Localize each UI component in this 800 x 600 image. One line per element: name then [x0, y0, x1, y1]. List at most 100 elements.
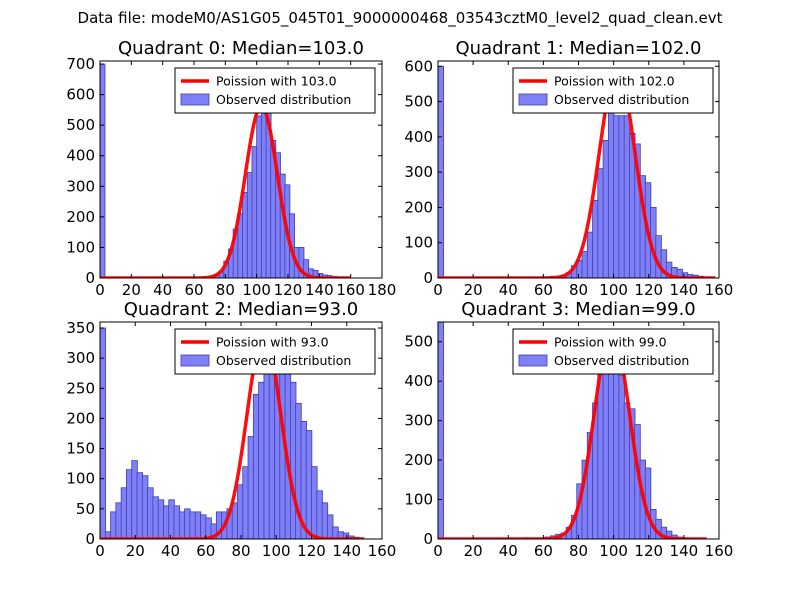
- x-tick-label: 120: [634, 542, 663, 560]
- quadrant-2-title: Quadrant 2: Median=93.0: [124, 299, 359, 320]
- x-tick-label: 100: [262, 542, 291, 560]
- histogram-bar: [246, 172, 253, 278]
- quadrant-2-legend: Poission with 93.0 Observed distribution: [174, 328, 376, 375]
- y-tick-label: 150: [66, 440, 95, 458]
- x-tick-label: 40: [499, 281, 518, 299]
- histogram-bar: [597, 168, 604, 278]
- y-tick-label: 300: [404, 412, 433, 430]
- histogram-bar: [147, 487, 154, 539]
- legend-bar-swatch: [518, 93, 548, 106]
- quadrant-1-panel: Quadrant 1: Median=102.0 0 20 40 60 80 100 120 1…: [404, 38, 733, 299]
- quadrant-3-title: Quadrant 3: Median=99.0: [461, 299, 696, 320]
- histogram-bar: [194, 511, 202, 539]
- x-tick-label: 20: [122, 281, 141, 299]
- y-tick-label: 100: [404, 234, 433, 252]
- histogram-bar: [115, 502, 122, 539]
- histogram-bar: [581, 251, 589, 278]
- x-tick-label: 0: [433, 542, 443, 560]
- y-tick-label: 400: [66, 147, 95, 165]
- y-tick-label: 0: [85, 530, 95, 548]
- histogram-bar: [178, 511, 186, 539]
- histogram-bar: [237, 484, 244, 539]
- x-tick-label: 100: [599, 281, 628, 299]
- x-tick-label: 0: [95, 542, 105, 560]
- histogram-bar: [120, 487, 128, 539]
- quadrant-2-bars: [100, 327, 360, 539]
- histogram-bar: [141, 475, 149, 539]
- histogram-bar: [311, 466, 318, 539]
- x-tick-label: 20: [126, 542, 145, 560]
- histogram-bar: [326, 514, 334, 539]
- x-tick-label: 180: [368, 281, 397, 299]
- quadrant-3-panel: Quadrant 3: Median=99.0 0 20 40 60 80 100 120 14…: [404, 299, 733, 560]
- histogram-bar: [136, 472, 144, 539]
- x-tick-label: 60: [534, 281, 553, 299]
- y-tick-label: 200: [404, 451, 433, 469]
- histogram-bar: [173, 505, 181, 539]
- legend-observed-label: Observed distribution: [554, 353, 689, 368]
- legend-bar-swatch: [180, 354, 210, 367]
- histogram-bar: [602, 139, 610, 278]
- y-tick-label: 250: [66, 379, 95, 397]
- x-tick-label: 60: [196, 542, 215, 560]
- legend-curve-label: Poission with 103.0: [216, 74, 337, 89]
- y-tick-label: 100: [404, 491, 433, 509]
- x-tick-label: 40: [499, 542, 518, 560]
- legend-box: [512, 67, 714, 114]
- x-tick-label: 0: [433, 281, 443, 299]
- x-tick-label: 140: [670, 542, 699, 560]
- x-tick-label: 0: [95, 281, 105, 299]
- x-tick-label: 80: [216, 281, 235, 299]
- quadrant-0-legend: Poission with 103.0 Observed distribution: [174, 67, 376, 114]
- histogram-bar: [268, 363, 276, 539]
- y-tick-label: 500: [404, 333, 433, 351]
- legend-bar-swatch: [518, 354, 548, 367]
- y-tick-label: 700: [66, 55, 95, 73]
- x-tick-label: 60: [534, 542, 553, 560]
- x-tick-label: 40: [153, 281, 172, 299]
- histogram-bar: [256, 115, 263, 278]
- quadrant-0-title: Quadrant 0: Median=103.0: [118, 38, 364, 59]
- histogram-bar: [592, 199, 599, 278]
- legend-observed-label: Observed distribution: [216, 353, 351, 368]
- x-tick-label: 140: [332, 542, 361, 560]
- histogram-bar: [168, 499, 175, 539]
- quadrant-2-panel: Quadrant 2: Median=93.0 0 20 40 60 80 100 120 14…: [66, 299, 396, 560]
- x-tick-label: 120: [274, 281, 303, 299]
- histogram-bar: [242, 192, 248, 278]
- x-tick-label: 120: [634, 281, 663, 299]
- legend-box: [512, 328, 714, 375]
- histogram-bar: [157, 499, 165, 539]
- histogram-bar: [184, 508, 191, 539]
- x-tick-label: 100: [242, 281, 271, 299]
- plot-frame: [99, 60, 383, 279]
- x-tick-label: 20: [464, 281, 483, 299]
- histogram-bar: [126, 469, 133, 539]
- histogram-bar: [438, 322, 445, 539]
- y-tick-label: 200: [404, 198, 433, 216]
- histogram-bar: [316, 490, 323, 539]
- histogram-bar: [110, 511, 117, 539]
- histogram-bar: [613, 115, 620, 278]
- y-tick-label: 300: [404, 163, 433, 181]
- quadrant-1-title: Quadrant 1: Median=102.0: [456, 38, 702, 59]
- y-tick-label: 0: [423, 269, 433, 287]
- x-tick-label: 160: [705, 542, 734, 560]
- y-tick-label: 400: [404, 372, 433, 390]
- histogram-bar: [597, 372, 604, 539]
- y-tick-label: 100: [66, 470, 95, 488]
- histogram-bar: [231, 502, 239, 539]
- legend-curve-label: Poission with 99.0: [554, 335, 667, 350]
- y-tick-label: 300: [66, 177, 95, 195]
- x-tick-label: 80: [569, 542, 588, 560]
- histogram-bar: [623, 402, 631, 539]
- histogram-bar: [623, 115, 631, 278]
- x-tick-label: 60: [184, 281, 203, 299]
- x-tick-label: 80: [231, 542, 250, 560]
- y-tick-label: 400: [404, 128, 433, 146]
- histogram-bar: [263, 372, 270, 539]
- histogram-bar: [258, 381, 265, 539]
- histogram-bar: [618, 374, 625, 539]
- histogram-bar: [100, 63, 106, 278]
